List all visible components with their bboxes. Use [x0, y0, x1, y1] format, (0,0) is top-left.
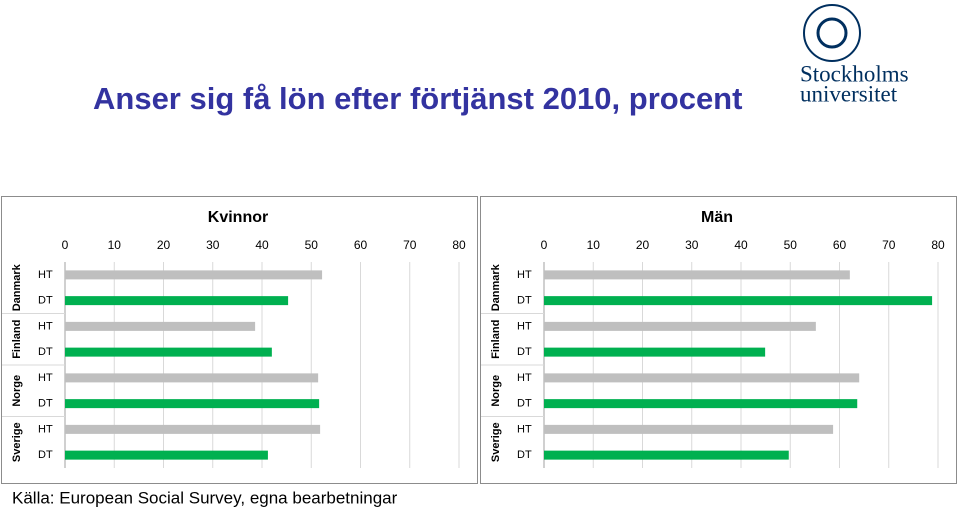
x-tick-label: 80 [931, 238, 945, 252]
page-title: Anser sig få lön efter förtjänst 2010, p… [93, 81, 742, 116]
source-note: Källa: European Social Survey, egna bear… [12, 488, 398, 507]
logo: Stockholms universitet [800, 4, 909, 106]
group-label: Danmark [11, 263, 23, 311]
y-tick-label: HT [517, 269, 532, 281]
bar [544, 424, 834, 434]
y-tick-label: HT [38, 372, 53, 384]
bar [65, 450, 268, 460]
group-label: Norge [490, 375, 502, 407]
x-tick-label: 70 [403, 238, 417, 252]
y-tick-label: DT [38, 346, 53, 358]
chart-title: Kvinnor [208, 209, 268, 226]
y-tick-label: DT [38, 398, 53, 410]
x-tick-label: 40 [734, 238, 748, 252]
group-label: Danmark [490, 263, 502, 311]
bar [544, 399, 858, 409]
y-tick-label: HT [517, 372, 532, 384]
logo-text: universitet [800, 81, 898, 106]
x-tick-label: 60 [833, 238, 847, 252]
chart-panel [1, 196, 478, 484]
logo-emblem [803, 4, 861, 62]
group-label: Finland [11, 320, 23, 359]
y-tick-label: DT [517, 398, 532, 410]
bar [65, 270, 323, 280]
y-tick-label: HT [517, 320, 532, 332]
bar [544, 450, 789, 460]
y-tick-label: DT [38, 295, 53, 307]
bar [544, 296, 933, 306]
bar [544, 373, 860, 383]
x-tick-label: 20 [157, 238, 171, 252]
x-tick-label: 50 [784, 238, 798, 252]
bar [65, 373, 319, 383]
y-tick-label: DT [38, 449, 53, 461]
x-tick-label: 80 [452, 238, 466, 252]
bar [544, 347, 766, 357]
bar [65, 424, 321, 434]
bar [544, 321, 816, 331]
x-tick-label: 60 [354, 238, 368, 252]
chart-panel [480, 196, 957, 484]
y-tick-label: HT [38, 269, 53, 281]
x-tick-label: 40 [255, 238, 269, 252]
y-tick-label: DT [517, 346, 532, 358]
x-tick-label: 0 [541, 238, 548, 252]
x-tick-label: 0 [62, 238, 69, 252]
y-tick-label: HT [517, 423, 532, 435]
x-tick-label: 30 [685, 238, 699, 252]
logo-emblem-inner [816, 17, 848, 49]
bar [544, 270, 850, 280]
bar [65, 399, 320, 409]
x-tick-label: 30 [206, 238, 220, 252]
x-tick-label: 20 [636, 238, 650, 252]
y-tick-label: HT [38, 423, 53, 435]
group-label: Finland [490, 320, 502, 359]
y-tick-label: DT [517, 449, 532, 461]
bar [65, 347, 272, 357]
x-tick-label: 10 [108, 238, 122, 252]
bar [65, 296, 289, 306]
x-tick-label: 10 [587, 238, 601, 252]
group-label: Norge [11, 375, 23, 407]
bar [65, 321, 256, 331]
y-tick-label: HT [38, 320, 53, 332]
chart-title: Män [701, 209, 733, 226]
logo-text: Stockholms [800, 61, 909, 86]
x-tick-label: 70 [882, 238, 896, 252]
group-label: Sverige [490, 422, 502, 462]
x-tick-label: 50 [305, 238, 319, 252]
group-label: Sverige [11, 422, 23, 462]
y-tick-label: DT [517, 295, 532, 307]
